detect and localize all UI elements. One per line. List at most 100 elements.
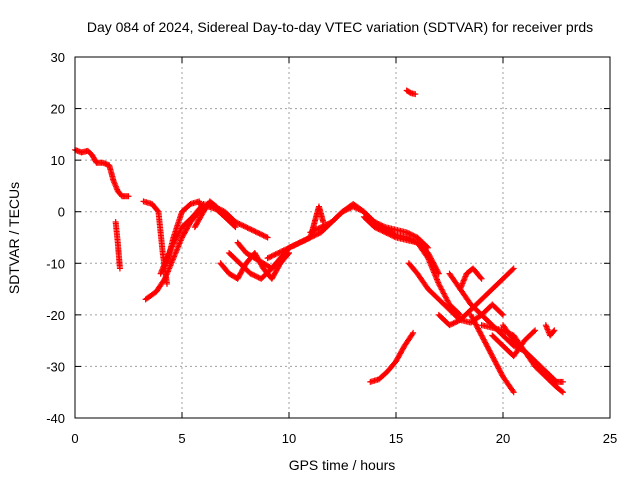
data-point — [509, 266, 516, 273]
data-point — [236, 220, 243, 227]
x-tick-label: 15 — [389, 431, 403, 446]
data-point — [265, 254, 272, 261]
data-point — [312, 226, 319, 233]
data-point — [286, 244, 292, 251]
data-points — [72, 87, 566, 396]
data-point — [273, 250, 280, 257]
data-point — [252, 273, 259, 280]
data-point — [292, 241, 299, 248]
data-point — [256, 230, 263, 237]
data-point — [405, 229, 412, 236]
data-point — [240, 222, 247, 229]
data-point — [286, 249, 292, 256]
data-point — [243, 224, 250, 231]
x-tick-label: 10 — [282, 431, 296, 446]
data-point — [241, 223, 248, 230]
data-point — [248, 271, 255, 278]
data-point — [387, 229, 394, 236]
data-point — [235, 220, 242, 227]
data-point — [405, 235, 412, 242]
data-point — [510, 389, 517, 396]
data-point — [299, 238, 306, 245]
data-point — [237, 221, 244, 228]
data-point — [510, 342, 517, 349]
chart-title: Day 084 of 2024, Sidereal Day-to-day VTE… — [87, 19, 593, 35]
data-point — [390, 230, 397, 237]
data-point — [410, 232, 417, 239]
data-point — [255, 229, 262, 236]
y-tick-label: -40 — [46, 411, 65, 426]
grid — [75, 57, 610, 418]
x-tick-label: 5 — [178, 431, 185, 446]
y-tick-label: 20 — [51, 102, 65, 117]
data-point — [164, 280, 171, 287]
x-tick-label: 25 — [603, 431, 617, 446]
data-point — [456, 310, 463, 317]
data-point — [314, 226, 321, 233]
data-point — [290, 242, 297, 249]
data-point — [291, 242, 298, 249]
data-point — [244, 224, 251, 231]
data-point — [252, 228, 259, 235]
data-point — [304, 235, 311, 242]
data-point — [302, 237, 309, 244]
y-axis-ticks: 30 20 10 0 -10 -20 -30 -40 — [46, 50, 610, 426]
data-point — [249, 227, 256, 234]
data-point — [386, 228, 393, 235]
data-point — [316, 224, 323, 231]
data-point — [509, 387, 516, 394]
data-point — [268, 253, 275, 260]
data-point — [232, 219, 239, 226]
data-point — [296, 239, 303, 246]
data-point — [324, 220, 331, 227]
data-point — [283, 246, 290, 253]
data-point — [281, 246, 288, 253]
data-point — [326, 220, 333, 227]
data-point — [384, 228, 391, 235]
data-point — [311, 227, 318, 234]
data-point — [449, 320, 456, 327]
data-point — [298, 239, 305, 246]
y-tick-label: 10 — [51, 153, 65, 168]
data-point — [446, 322, 453, 329]
data-point — [411, 238, 418, 245]
data-point — [263, 233, 270, 240]
data-point — [154, 207, 161, 214]
data-point — [383, 227, 390, 234]
data-point — [388, 229, 395, 236]
data-point — [403, 234, 410, 241]
data-point — [275, 249, 282, 256]
data-point — [406, 235, 413, 242]
y-tick-label: -10 — [46, 256, 65, 271]
data-point — [410, 237, 417, 244]
data-point — [245, 225, 252, 232]
data-point — [308, 228, 315, 235]
data-point — [271, 251, 278, 258]
data-point — [558, 388, 565, 395]
data-point — [532, 327, 539, 334]
data-point — [239, 222, 246, 229]
data-point — [315, 230, 322, 237]
data-point — [267, 253, 274, 260]
data-point — [322, 222, 329, 229]
data-point — [279, 248, 286, 255]
data-point — [251, 272, 258, 279]
data-point — [284, 250, 291, 257]
data-point — [407, 231, 414, 238]
data-point — [248, 226, 255, 233]
data-point — [391, 231, 398, 238]
data-point — [500, 311, 506, 318]
data-point — [403, 229, 410, 236]
data-point — [450, 320, 457, 327]
data-point — [559, 378, 566, 385]
x-tick-label: 20 — [496, 431, 510, 446]
data-point — [478, 275, 485, 282]
x-axis-label: GPS time / hours — [289, 457, 396, 473]
data-point — [264, 234, 271, 241]
data-point — [451, 319, 458, 326]
data-point — [410, 329, 417, 336]
data-point — [231, 223, 238, 230]
data-point — [247, 270, 254, 277]
data-point — [303, 236, 310, 243]
